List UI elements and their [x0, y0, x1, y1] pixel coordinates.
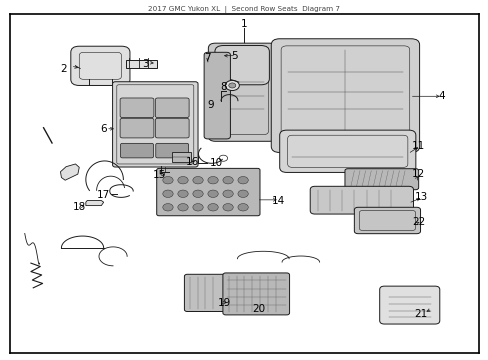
Ellipse shape	[192, 176, 203, 184]
Text: 22: 22	[412, 216, 425, 226]
Text: 13: 13	[413, 192, 427, 202]
FancyBboxPatch shape	[120, 118, 154, 138]
Text: 9: 9	[207, 100, 214, 110]
FancyBboxPatch shape	[121, 143, 153, 158]
FancyBboxPatch shape	[379, 286, 439, 324]
Text: 2: 2	[61, 64, 67, 73]
FancyBboxPatch shape	[215, 45, 269, 85]
FancyBboxPatch shape	[309, 186, 413, 214]
Text: 15: 15	[152, 170, 165, 180]
Ellipse shape	[223, 203, 233, 211]
Text: 16: 16	[186, 157, 199, 167]
FancyBboxPatch shape	[223, 273, 289, 315]
Polygon shape	[86, 201, 103, 206]
FancyBboxPatch shape	[120, 98, 154, 118]
Ellipse shape	[238, 190, 248, 198]
Ellipse shape	[163, 190, 173, 198]
FancyBboxPatch shape	[184, 274, 225, 311]
Polygon shape	[61, 164, 79, 180]
Ellipse shape	[207, 190, 218, 198]
Text: 14: 14	[271, 196, 285, 206]
Ellipse shape	[192, 190, 203, 198]
Ellipse shape	[178, 176, 188, 184]
Ellipse shape	[163, 203, 173, 211]
FancyBboxPatch shape	[271, 39, 419, 153]
FancyBboxPatch shape	[71, 46, 130, 85]
Text: 10: 10	[209, 158, 223, 168]
Ellipse shape	[207, 176, 218, 184]
Text: 1: 1	[241, 19, 247, 29]
FancyBboxPatch shape	[279, 130, 415, 172]
Text: 12: 12	[411, 170, 424, 180]
Ellipse shape	[223, 176, 233, 184]
FancyBboxPatch shape	[156, 168, 260, 216]
FancyBboxPatch shape	[156, 143, 188, 158]
Ellipse shape	[192, 203, 203, 211]
Text: 17: 17	[97, 190, 110, 201]
Bar	[171, 152, 190, 162]
Ellipse shape	[238, 203, 248, 211]
FancyBboxPatch shape	[344, 169, 418, 190]
FancyBboxPatch shape	[155, 98, 189, 118]
Text: 7: 7	[203, 53, 210, 63]
FancyBboxPatch shape	[112, 82, 198, 167]
Text: 18: 18	[73, 202, 86, 212]
Text: 11: 11	[411, 141, 424, 151]
FancyBboxPatch shape	[208, 43, 276, 141]
Text: 5: 5	[230, 51, 237, 61]
Ellipse shape	[207, 203, 218, 211]
Ellipse shape	[238, 176, 248, 184]
Text: 19: 19	[218, 298, 231, 308]
Text: 6: 6	[100, 124, 107, 134]
FancyBboxPatch shape	[155, 118, 189, 138]
Text: 8: 8	[220, 82, 226, 92]
Bar	[126, 60, 156, 68]
Ellipse shape	[178, 203, 188, 211]
Ellipse shape	[163, 176, 173, 184]
Text: 21: 21	[413, 309, 427, 319]
Text: 4: 4	[437, 91, 444, 101]
Ellipse shape	[225, 80, 239, 91]
Ellipse shape	[223, 190, 233, 198]
Text: 20: 20	[251, 305, 264, 315]
Ellipse shape	[228, 83, 235, 88]
Text: 2017 GMC Yukon XL  |  Second Row Seats  Diagram 7: 2017 GMC Yukon XL | Second Row Seats Dia…	[148, 6, 340, 13]
FancyBboxPatch shape	[354, 207, 420, 234]
Ellipse shape	[178, 190, 188, 198]
Text: 3: 3	[142, 59, 149, 69]
FancyBboxPatch shape	[203, 52, 230, 139]
